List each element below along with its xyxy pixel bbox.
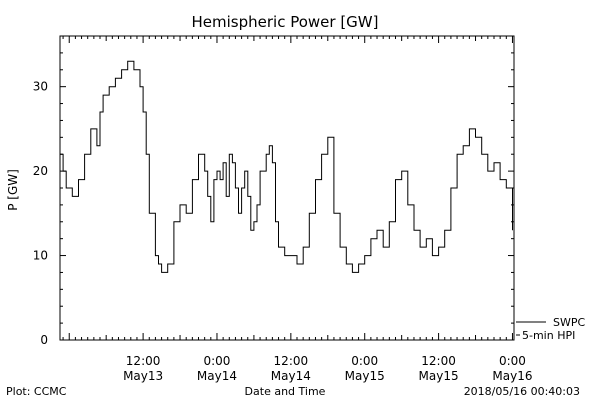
chart-title: Hemispheric Power [GW]: [192, 13, 379, 31]
x-tick-label-date: May13: [123, 369, 163, 383]
footer-plot-credit: Plot: CCMC: [6, 385, 67, 398]
y-tick-label: 10: [33, 249, 48, 263]
legend: SWPC 5-min HPI: [516, 316, 585, 342]
x-tick-label-time: 0:00: [499, 354, 526, 368]
x-tick-label-time: 12:00: [126, 354, 161, 368]
x-axis-label: Date and Time: [245, 385, 326, 398]
x-tick-label-date: May15: [345, 369, 385, 383]
footer-timestamp: 2018/05/16 00:40:03: [464, 385, 580, 398]
x-tick-label-date: May16: [492, 369, 532, 383]
plot-frame: [59, 35, 515, 341]
y-tick-label: 20: [33, 164, 48, 178]
x-tick-label-date: May14: [271, 369, 311, 383]
y-axis: 0 10 20 30: [33, 35, 514, 347]
x-tick-label-time: 12:00: [421, 354, 456, 368]
x-tick-label-date: May14: [197, 369, 237, 383]
y-tick-label: 0: [40, 333, 48, 347]
x-axis: 12:00May130:00May1412:00May140:00May1512…: [62, 36, 533, 383]
x-tick-label-date: May15: [419, 369, 459, 383]
series-layer: [60, 60, 513, 273]
series-line-swpc: [60, 60, 513, 273]
y-tick-label: 30: [33, 80, 48, 94]
x-tick-label-time: 0:00: [351, 354, 378, 368]
x-tick-label-time: 0:00: [203, 354, 230, 368]
y-axis-label: P [GW]: [6, 169, 20, 211]
legend-entry-hpi: 5-min HPI: [522, 329, 575, 342]
legend-entry-swpc: SWPC: [553, 316, 585, 329]
x-tick-label-time: 12:00: [274, 354, 309, 368]
